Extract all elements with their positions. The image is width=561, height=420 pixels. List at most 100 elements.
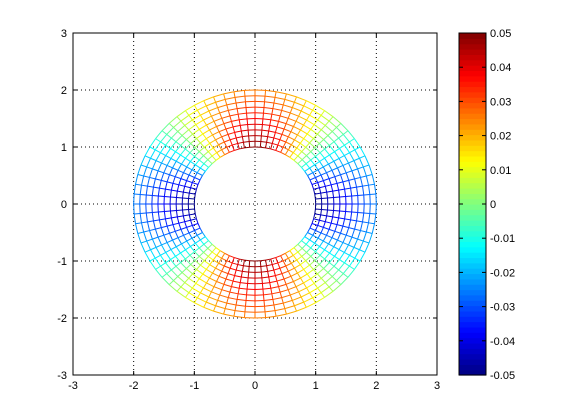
mesh-hoop-segment xyxy=(221,146,228,151)
mesh-hoop-segment xyxy=(198,256,205,262)
mesh-hoop-segment xyxy=(197,297,207,303)
mesh-radial-segment xyxy=(244,96,246,102)
mesh-hoop-segment xyxy=(229,137,237,141)
mesh-radial-segment xyxy=(140,164,147,168)
mesh-hoop-segment xyxy=(328,120,337,128)
mesh-radial-segment xyxy=(243,90,246,97)
mesh-radial-segment xyxy=(155,244,162,248)
y-tick-label: -1 xyxy=(57,256,67,268)
mesh-radial-segment xyxy=(181,240,187,245)
mesh-radial-segment xyxy=(312,105,317,111)
mesh-radial-segment xyxy=(331,237,338,241)
mesh-radial-segment xyxy=(226,146,230,153)
mesh-hoop-segment xyxy=(225,278,234,282)
mesh-radial-segment xyxy=(261,124,263,131)
mesh-radial-segment xyxy=(290,126,294,132)
mesh-hoop-segment xyxy=(226,260,233,264)
mesh-radial-segment xyxy=(155,160,162,164)
mesh-hoop-segment xyxy=(342,134,350,143)
mesh-radial-segment xyxy=(359,249,366,253)
mesh-radial-segment xyxy=(269,119,272,126)
mesh-radial-segment xyxy=(144,249,151,253)
mesh-radial-segment xyxy=(312,297,317,303)
mesh-radial-segment xyxy=(192,182,199,185)
mesh-hoop-segment xyxy=(172,176,176,184)
colorbar-cell xyxy=(459,246,486,253)
mesh-radial-segment xyxy=(320,110,325,116)
mesh-hoop-segment xyxy=(212,259,219,264)
mesh-hoop-segment xyxy=(184,258,192,265)
mesh-hoop-segment xyxy=(188,214,192,221)
mesh-hoop-segment xyxy=(323,262,330,269)
mesh-radial-segment xyxy=(203,146,209,152)
mesh-radial-segment xyxy=(190,260,196,265)
mesh-hoop-segment xyxy=(206,301,216,307)
mesh-radial-segment xyxy=(189,152,195,157)
mesh-radial-segment xyxy=(212,147,218,153)
mesh-hoop-segment xyxy=(203,251,209,257)
mesh-hoop-segment xyxy=(310,159,316,166)
mesh-hoop-segment xyxy=(154,170,159,180)
mesh-radial-segment xyxy=(180,249,186,254)
mesh-radial-segment xyxy=(209,259,214,265)
mesh-hoop-segment xyxy=(309,179,313,185)
mesh-radial-segment xyxy=(344,187,351,190)
mesh-hoop-segment xyxy=(310,128,318,135)
mesh-hoop-segment xyxy=(294,264,301,269)
mesh-hoop-segment xyxy=(320,174,324,181)
mesh-hoop-segment xyxy=(143,166,148,177)
mesh-hoop-segment xyxy=(267,269,274,272)
mesh-radial-segment xyxy=(311,182,318,185)
mesh-radial-segment xyxy=(290,139,295,146)
mesh-radial-segment xyxy=(348,160,355,164)
mesh-hoop-segment xyxy=(177,163,182,171)
mesh-hoop-segment xyxy=(300,110,310,116)
mesh-hoop-segment xyxy=(303,278,311,284)
colorbar-cell xyxy=(459,113,486,120)
mesh-hoop-segment xyxy=(298,287,307,293)
mesh-radial-segment xyxy=(173,127,179,132)
colorbar-cell xyxy=(459,150,486,157)
mesh-hoop-segment xyxy=(203,151,209,157)
mesh-radial-segment xyxy=(299,138,305,144)
mesh-radial-segment xyxy=(198,273,204,280)
mesh-radial-segment xyxy=(217,107,221,114)
colorbar-cell xyxy=(459,198,486,205)
mesh-radial-segment xyxy=(170,209,177,212)
mesh-radial-segment xyxy=(260,135,262,142)
mesh-radial-segment xyxy=(188,287,193,294)
mesh-radial-segment xyxy=(267,271,270,278)
mesh-hoop-segment xyxy=(288,149,294,154)
mesh-radial-segment xyxy=(137,231,144,234)
mesh-radial-segment xyxy=(152,236,159,240)
mesh-hoop-segment xyxy=(185,296,195,304)
mesh-radial-segment xyxy=(363,212,370,214)
colorbar-tick-label: 0.05 xyxy=(490,28,511,40)
mesh-radial-segment xyxy=(175,151,181,156)
mesh-hoop-segment xyxy=(190,246,195,252)
mesh-hoop-segment xyxy=(266,141,273,144)
mesh-radial-segment xyxy=(304,236,310,241)
mesh-hoop-segment xyxy=(314,164,319,171)
mesh-hoop-segment xyxy=(216,254,222,259)
mesh-radial-segment xyxy=(319,264,324,269)
mesh-radial-segment xyxy=(237,288,240,294)
mesh-hoop-segment xyxy=(202,171,206,176)
mesh-hoop-segment xyxy=(309,287,318,294)
mesh-hoop-segment xyxy=(294,301,304,307)
mesh-hoop-segment xyxy=(276,278,285,282)
mesh-hoop-segment xyxy=(188,193,190,199)
mesh-hoop-segment xyxy=(192,273,200,280)
mesh-hoop-segment xyxy=(261,270,268,273)
mesh-hoop-segment xyxy=(265,89,277,93)
mesh-hoop-segment xyxy=(160,227,165,236)
mesh-radial-segment xyxy=(301,256,307,262)
mesh-hoop-segment xyxy=(353,138,361,148)
mesh-radial-segment xyxy=(300,277,304,284)
mesh-hoop-segment xyxy=(262,118,271,121)
mesh-radial-segment xyxy=(278,286,281,293)
colorbar-cell xyxy=(459,33,486,39)
mesh-hoop-segment xyxy=(319,161,324,168)
mesh-hoop-segment xyxy=(143,231,148,242)
mesh-hoop-segment xyxy=(196,269,204,275)
